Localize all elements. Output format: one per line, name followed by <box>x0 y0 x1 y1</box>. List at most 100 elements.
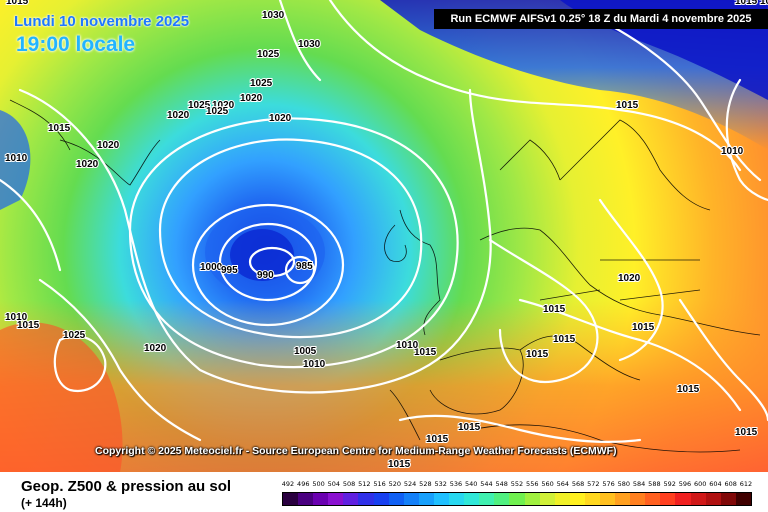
parameter-title: Geop. Z500 & pression au sol <box>21 478 232 495</box>
color-scale-value: 608 <box>724 480 737 488</box>
color-scale-swatch <box>735 493 751 505</box>
isobar-label: 1025 <box>63 330 86 341</box>
color-scale-value: 508 <box>342 480 356 488</box>
geopotential-field: 1030 1030 1025 1025 1025 1020 1025 1020 … <box>0 0 768 472</box>
isobar-label: 1015 <box>17 320 40 331</box>
color-scale-value: 588 <box>648 480 661 488</box>
color-scale-value: 500 <box>312 480 325 488</box>
isobar-label: 1030 <box>262 10 285 21</box>
color-scale-swatch <box>433 493 450 505</box>
isobar-label: 1015 <box>388 459 411 470</box>
isobar-label: 1025 <box>206 106 229 117</box>
color-scale-value: 496 <box>297 480 310 488</box>
color-scale-value: 568 <box>571 480 585 488</box>
color-scale-swatch <box>358 493 374 505</box>
color-scale-swatch <box>599 493 616 505</box>
isobar-label: 1000 <box>200 262 223 273</box>
isobar-label: 995 <box>221 265 238 276</box>
color-scale-value: 584 <box>632 480 646 488</box>
color-scale-swatch <box>615 493 631 505</box>
isobar-label: 1015 <box>6 0 29 7</box>
isobar-label: 1015 <box>553 334 576 345</box>
color-scale-value: 592 <box>663 480 676 488</box>
isobar-label: 1015 <box>677 384 700 395</box>
isobar-990 <box>248 246 296 278</box>
color-scale-value: 548 <box>495 480 508 488</box>
color-scale-value: 580 <box>617 480 631 488</box>
isobar-label: 1025 <box>257 49 280 60</box>
isobar-label: 1015 <box>616 100 639 111</box>
color-scale-swatch <box>449 493 465 505</box>
color-scale-swatch <box>584 493 600 505</box>
color-scale-value: 564 <box>556 480 570 488</box>
isobar-label: 1010 <box>5 153 28 164</box>
color-scale-value: 520 <box>388 480 402 488</box>
color-scale-value: 536 <box>449 480 463 488</box>
color-scale-value: 572 <box>587 480 600 488</box>
isobar-label: 990 <box>257 270 274 281</box>
isobar-label: 1015 <box>735 0 758 7</box>
isobar-label: 1015 <box>632 322 655 333</box>
color-scale-swatch <box>298 493 314 505</box>
color-scale-swatch <box>720 493 736 505</box>
color-scale-swatch <box>313 493 329 505</box>
color-scale-swatch <box>524 493 540 505</box>
color-scale-value: 540 <box>464 480 478 488</box>
isobar-label: 1010 <box>396 340 419 351</box>
coastlines <box>9 99 761 453</box>
color-scale-swatch <box>479 493 495 505</box>
isobar-1000 <box>191 203 345 327</box>
color-scale-value: 552 <box>510 480 524 488</box>
isobar-label: 1020 <box>269 113 292 124</box>
isobar-label: 1020 <box>240 93 263 104</box>
isobar-label: 1020 <box>618 273 641 284</box>
lead-time: (+ 144h) <box>21 496 67 510</box>
color-scale-swatch <box>705 493 721 505</box>
valid-time: 19:00 locale <box>16 33 136 56</box>
color-scale-swatch <box>283 493 299 505</box>
color-scale-bar <box>282 492 752 506</box>
isobar-label: 1015 <box>543 304 566 315</box>
isobar-label: 1015 <box>526 349 549 360</box>
isobar-label: 1025 <box>188 100 211 111</box>
color-scale-swatch <box>509 493 525 505</box>
color-scale-value: 604 <box>709 480 722 488</box>
color-scale: 492 496 500 504 508 512 516 520 524 528 532 536 540 5… <box>282 480 752 506</box>
isobar-label: 1020 <box>97 140 120 151</box>
isobar-995 <box>218 222 318 302</box>
color-scale-value: 612 <box>739 480 753 488</box>
color-scale-swatch <box>675 493 691 505</box>
isobar-label: 1015 <box>458 422 481 433</box>
color-scale-swatch <box>373 493 389 505</box>
isobar-label: 1020 <box>144 343 167 354</box>
isobar-label: 1025 <box>250 78 273 89</box>
isobar-labels: 1030 1030 1025 1025 1025 1020 1025 1020 … <box>4 0 768 471</box>
color-scale-swatch <box>645 493 661 505</box>
color-scale-swatch <box>554 493 570 505</box>
color-scale-swatch <box>690 493 706 505</box>
color-scale-value: 544 <box>480 480 493 488</box>
color-scale-swatch <box>569 493 585 505</box>
color-scale-swatch <box>388 493 404 505</box>
color-scale-value: 492 <box>281 480 295 488</box>
color-scale-value: 512 <box>358 480 371 488</box>
isobar-label: 1015 <box>48 123 71 134</box>
color-scale-value: 576 <box>602 480 615 488</box>
color-scale-swatch <box>418 493 434 505</box>
color-scale-swatch <box>343 493 359 505</box>
isobar-label: 1015 <box>426 434 449 445</box>
isobar-label: 1020 <box>76 159 99 170</box>
color-scale-value: 504 <box>327 480 341 488</box>
copyright-notice: Copyright © 2025 Meteociel.fr - Source E… <box>95 445 617 457</box>
color-scale-swatch <box>660 493 676 505</box>
color-scale-value: 560 <box>541 480 554 488</box>
color-scale-value: 596 <box>678 480 692 488</box>
isobar-label: 1020 <box>760 0 768 7</box>
isobar-label: 1010 <box>721 146 744 157</box>
color-scale-value: 600 <box>693 480 707 488</box>
color-scale-swatch <box>328 493 344 505</box>
color-scale-value: 532 <box>434 480 447 488</box>
color-scale-swatch <box>494 493 510 505</box>
color-scale-labels: 492 496 500 504 508 512 516 520 524 528 532 536 540 5… <box>282 480 752 492</box>
isobar-label: 1010 <box>303 359 326 370</box>
